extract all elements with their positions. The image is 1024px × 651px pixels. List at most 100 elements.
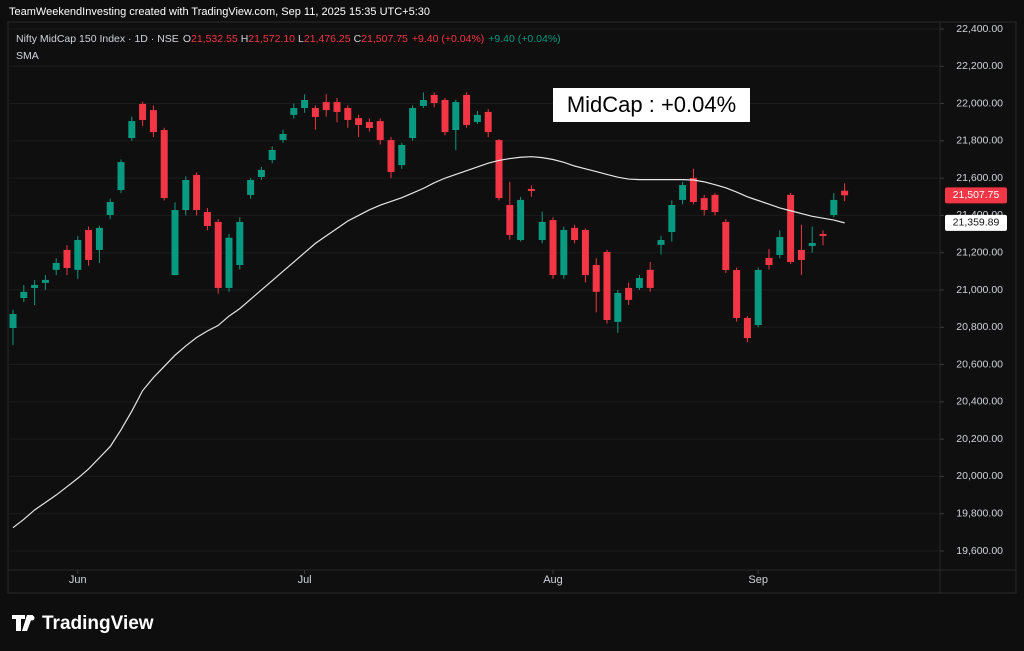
y-tick-label: 21,600.00 [956,172,1003,184]
candle-body [106,201,114,216]
candle-body [333,102,341,112]
candle-body [743,317,751,339]
candle-body [236,221,244,266]
y-tick-label: 22,200.00 [956,60,1003,72]
logo-dot [29,615,35,621]
candle-body [52,262,60,270]
chart-frame [7,21,1017,594]
candle-body [689,177,697,202]
candle-body [214,221,222,288]
candle-body [733,270,741,318]
candle-body [549,220,557,276]
y-tick-label: 19,600.00 [956,545,1003,557]
brand-name: TradingView [42,613,154,634]
candle-body [700,198,708,211]
candle-body [117,162,125,191]
candle-body [473,114,481,123]
candle-body [74,240,82,270]
y-tick-label: 20,000.00 [956,470,1003,482]
y-tick-label: 22,000.00 [956,97,1003,109]
candle-body [311,108,319,117]
candle-body [592,265,600,292]
y-tick-label: 21,800.00 [956,135,1003,147]
indicator-name: SMA [16,50,39,62]
candle-body [517,199,525,241]
candle-body [41,279,49,283]
candle-body [614,292,622,322]
candle-body [419,100,427,106]
candle-body [301,100,309,109]
x-tick-label: Aug [543,574,563,586]
candle-body [668,204,676,233]
x-tick-label: Sep [748,574,768,586]
change-text: +9.40 (+0.04%) [488,33,561,45]
candle-body [463,94,471,125]
candle-body [95,227,103,250]
legend: Nifty MidCap 150 Index · 1D · NSE O21,532… [16,33,561,45]
candle-body [452,102,460,131]
candle-body [571,227,579,241]
candle-body [819,234,827,236]
y-tick-label: 19,800.00 [956,507,1003,519]
candle-body [722,221,730,271]
candle-body [344,108,352,120]
candle-body [203,212,211,227]
header-text: TeamWeekendInvesting created with Tradin… [9,6,430,18]
candle-body [279,133,287,141]
candle-body [247,179,255,195]
ohlc-key: H [240,33,249,45]
candle-body [268,149,276,161]
candle-body [646,269,654,288]
candle-body [322,102,330,111]
candle-body [776,237,784,255]
candle-body [625,287,633,300]
candle-body [85,229,93,260]
candle-body [441,100,449,133]
candle-body [754,270,762,326]
candle-body [538,221,546,241]
candle-body [160,130,168,199]
symbol-title: Nifty MidCap 150 Index · 1D · NSE [16,33,179,45]
candle-body [376,121,384,141]
candle-body [355,118,363,125]
y-tick-label: 21,200.00 [956,246,1003,258]
price-label: 21,507.75 [953,189,1000,201]
y-tick-label: 20,600.00 [956,358,1003,370]
ohlc-key: C [353,33,362,45]
ohlc-key: O [182,33,191,45]
candle-body [765,257,773,266]
candle-body [484,111,492,133]
y-tick-label: 20,400.00 [956,396,1003,408]
candle-body [797,249,805,260]
candle-body [430,94,438,103]
candle-body [506,204,514,235]
candle-body [560,229,568,276]
y-tick-label: 20,800.00 [956,321,1003,333]
plot-area [8,28,940,552]
x-tick-label: Jul [298,574,312,586]
ohlc-value: 21,532.55 [190,33,238,45]
candle-body [9,314,17,329]
candle-body [495,140,503,199]
price-label-box [945,214,1007,231]
candle-body [20,291,28,298]
candle-body [409,108,417,139]
candle-body [128,121,136,139]
candle-body [808,243,816,246]
candle-body [830,199,838,216]
indicator-legend: SMA [16,50,39,62]
candle-body [182,179,190,211]
candle-body [225,237,233,288]
candle-body [171,210,179,276]
candle-body [841,190,849,196]
logo-icon [12,615,33,631]
candle-body [31,284,39,288]
candle-body [149,110,157,133]
brand-logo: TradingView [12,613,154,634]
annotation: MidCap : +0.04% [553,88,750,122]
candle-body [365,122,373,128]
sma-line [12,156,845,529]
candle-body [193,174,201,211]
